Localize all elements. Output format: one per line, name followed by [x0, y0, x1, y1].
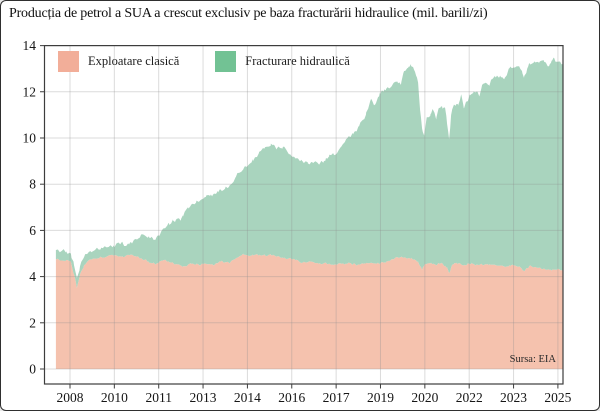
area-conventional — [55, 253, 564, 369]
area-fracking — [55, 57, 564, 289]
y-tick-label: 10 — [23, 131, 37, 146]
x-axis-labels: 2008 2010 2011 2013 2014 2016 2017 2019 2020 2022… — [57, 390, 572, 405]
y-tick-label: 14 — [23, 38, 37, 53]
stacked-areas — [55, 57, 564, 369]
y-tick-label: 12 — [23, 84, 37, 99]
y-tick-label: 8 — [29, 177, 36, 192]
x-tick-label: 2014 — [234, 390, 261, 405]
x-tick-label: 2023 — [500, 390, 527, 405]
legend-swatch-fracking-icon — [215, 51, 237, 72]
source-label: Sursa: EIA — [509, 354, 556, 365]
x-tick-label: 2019 — [367, 390, 394, 405]
y-tick-label: 2 — [29, 315, 36, 330]
x-tick-label: 2020 — [411, 390, 438, 405]
legend: Exploatare clasică Fracturare hidraulică — [58, 51, 350, 72]
x-tick-label: 2008 — [57, 390, 84, 405]
legend-item-conventional: Exploatare clasică — [58, 51, 179, 72]
legend-item-fracking: Fracturare hidraulică — [215, 51, 350, 72]
legend-label-fracking: Fracturare hidraulică — [245, 54, 350, 68]
x-tick-label: 2013 — [190, 390, 217, 405]
y-axis-labels: 0 2 4 6 8 10 12 14 — [23, 38, 37, 376]
legend-label-conventional: Exploatare clasică — [88, 54, 180, 68]
legend-swatch-conventional-icon — [58, 51, 79, 72]
x-tick-label: 2017 — [323, 390, 350, 405]
plot-border — [43, 44, 564, 385]
x-tick-label: 2011 — [145, 390, 172, 405]
y-tick-label: 0 — [29, 362, 36, 377]
y-tick-label: 4 — [29, 269, 36, 284]
x-tick-label: 2016 — [278, 390, 305, 405]
x-tick-label: 2010 — [101, 390, 128, 405]
chart-title: Producția de petrol a SUA a crescut excl… — [9, 6, 488, 21]
x-tick-label: 2022 — [456, 390, 483, 405]
x-tick-label: 2025 — [544, 390, 571, 405]
y-tick-label: 6 — [29, 223, 36, 238]
tick-marks — [40, 45, 559, 389]
